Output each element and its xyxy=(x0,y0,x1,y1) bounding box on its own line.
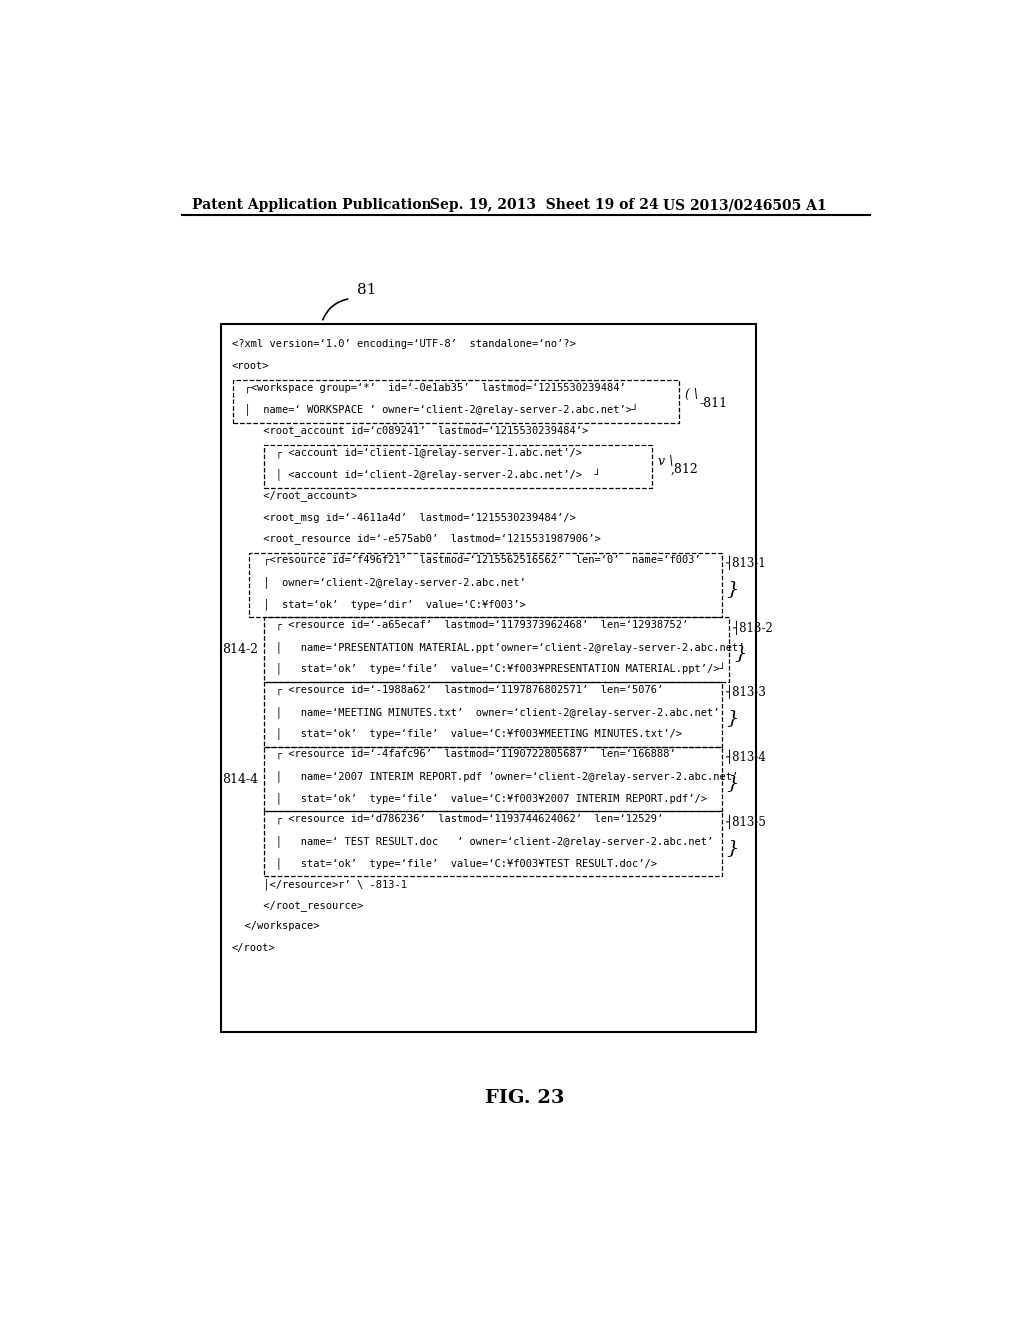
Text: │   stat=‘ok’  type=‘file’  value=‘C:¥f003¥PRESENTATION MATERIAL.ppt’/>┘: │ stat=‘ok’ type=‘file’ value=‘C:¥f003¥P… xyxy=(231,663,726,675)
Text: │ <account id=‘client-2@relay-server-2.abc.net’/>  ┘: │ <account id=‘client-2@relay-server-2.a… xyxy=(231,469,601,480)
Text: ┌<workspace group=‘*’  id=‘-0e1ab35’  lastmod=‘1215530239484’: ┌<workspace group=‘*’ id=‘-0e1ab35’ last… xyxy=(231,383,626,393)
Text: │   name=‘MEETING MINUTES.txt’  owner=‘client-2@relay-server-2.abc.net’: │ name=‘MEETING MINUTES.txt’ owner=‘clie… xyxy=(231,706,719,718)
Bar xyxy=(221,323,756,1032)
Text: 814-2: 814-2 xyxy=(222,643,258,656)
Text: ┌ <account id=‘client-1@relay-server-1.abc.net’/>: ┌ <account id=‘client-1@relay-server-1.a… xyxy=(231,447,582,458)
Text: │   stat=‘ok’  type=‘file’  value=‘C:¥f003¥2007 INTERIM REPORT.pdf’/>: │ stat=‘ok’ type=‘file’ value=‘C:¥f003¥2… xyxy=(231,792,707,804)
Text: <root_account id=‘c089241’  lastmod=‘1215530239484’>: <root_account id=‘c089241’ lastmod=‘1215… xyxy=(231,425,588,437)
Bar xyxy=(233,380,679,424)
Text: │</resource>r’ \ -813-1: │</resource>r’ \ -813-1 xyxy=(231,878,407,890)
Text: ┌ <resource id=‘-1988a62’  lastmod=‘1197876802571’  len=‘5076’: ┌ <resource id=‘-1988a62’ lastmod=‘11978… xyxy=(231,684,664,694)
Text: ┌<resource id=‘f496f21’  lastmod=‘1215562516562’  len=‘0’  name=‘f003’: ┌<resource id=‘f496f21’ lastmod=‘1215562… xyxy=(231,554,700,565)
Text: 814-4: 814-4 xyxy=(222,772,258,785)
Bar xyxy=(264,445,652,488)
Text: │  owner=‘client-2@relay-server-2.abc.net’: │ owner=‘client-2@relay-server-2.abc.net… xyxy=(231,577,525,589)
Text: 81: 81 xyxy=(356,282,376,297)
Text: │  stat=‘ok’  type=‘dir’  value=‘C:¥f003’>: │ stat=‘ok’ type=‘dir’ value=‘C:¥f003’> xyxy=(231,598,525,610)
Text: v \: v \ xyxy=(658,455,674,469)
Text: │   name=‘PRESENTATION MATERIAL.ppt’owner=‘client-2@relay-server-2.abc.net’: │ name=‘PRESENTATION MATERIAL.ppt’owner=… xyxy=(231,642,744,653)
Text: </root_resource>: </root_resource> xyxy=(231,900,364,911)
Text: </root>: </root> xyxy=(231,942,275,953)
Text: ┤813-1: ┤813-1 xyxy=(725,556,766,570)
Text: <root_msg id=‘-4611a4d’  lastmod=‘1215530239484’/>: <root_msg id=‘-4611a4d’ lastmod=‘1215530… xyxy=(231,512,575,523)
Text: ,812: ,812 xyxy=(671,463,698,477)
Text: Patent Application Publication: Patent Application Publication xyxy=(191,198,431,213)
Bar xyxy=(264,682,722,747)
Text: <root_resource id=‘-e575ab0’  lastmod=‘1215531987906’>: <root_resource id=‘-e575ab0’ lastmod=‘12… xyxy=(231,533,601,544)
Text: ┤813-4: ┤813-4 xyxy=(725,750,766,764)
Text: ┌ <resource id=‘d786236’  lastmod=‘1193744624062’  len=‘12529’: ┌ <resource id=‘d786236’ lastmod=‘119374… xyxy=(231,813,664,824)
Text: }: } xyxy=(726,838,738,857)
Text: │   stat=‘ok’  type=‘file’  value=‘C:¥f003¥TEST RESULT.doc’/>: │ stat=‘ok’ type=‘file’ value=‘C:¥f003¥T… xyxy=(231,857,656,869)
Text: </workspace>: </workspace> xyxy=(231,921,319,932)
Text: │   name=‘ TEST RESULT.doc   ’ owner=‘client-2@relay-server-2.abc.net’: │ name=‘ TEST RESULT.doc ’ owner=‘client… xyxy=(231,836,713,847)
Text: }: } xyxy=(726,774,738,792)
Text: ┤813-2: ┤813-2 xyxy=(732,620,773,635)
Text: }: } xyxy=(726,709,738,727)
Text: }: } xyxy=(734,644,746,663)
Text: FIG. 23: FIG. 23 xyxy=(485,1089,564,1106)
Text: ┌ <resource id=‘-a65ecaf’  lastmod=‘1179373962468’  len=‘12938752’: ┌ <resource id=‘-a65ecaf’ lastmod=‘11793… xyxy=(231,619,688,630)
Bar xyxy=(264,747,722,812)
Text: </root_account>: </root_account> xyxy=(231,490,356,502)
Bar xyxy=(264,812,722,876)
Text: }: } xyxy=(726,579,738,598)
Text: ( \: ( \ xyxy=(685,388,698,400)
Bar xyxy=(264,618,729,682)
Text: <?xml version=‘1.0’ encoding=‘UTF-8’  standalone=‘no’?>: <?xml version=‘1.0’ encoding=‘UTF-8’ sta… xyxy=(231,339,575,350)
Text: │  name=‘ WORKSPACE ’ owner=‘client-2@relay-server-2.abc.net’>┘: │ name=‘ WORKSPACE ’ owner=‘client-2@rel… xyxy=(231,404,638,416)
Text: │   name=‘2007 INTERIM REPORT.pdf ’owner=‘client-2@relay-server-2.abc.net’: │ name=‘2007 INTERIM REPORT.pdf ’owner=‘… xyxy=(231,771,738,783)
Bar xyxy=(249,553,722,618)
Text: Sep. 19, 2013  Sheet 19 of 24: Sep. 19, 2013 Sheet 19 of 24 xyxy=(430,198,658,213)
Text: │   stat=‘ok’  type=‘file’  value=‘C:¥f003¥MEETING MINUTES.txt’/>: │ stat=‘ok’ type=‘file’ value=‘C:¥f003¥M… xyxy=(231,727,682,739)
Text: -811: -811 xyxy=(699,397,727,409)
Text: ┤813-5: ┤813-5 xyxy=(725,814,766,829)
Text: US 2013/0246505 A1: US 2013/0246505 A1 xyxy=(663,198,826,213)
Text: ┌ <resource id=‘-4fafc96’  lastmod=‘1190722805687’  len=‘166888’: ┌ <resource id=‘-4fafc96’ lastmod=‘11907… xyxy=(231,748,676,759)
Text: <root>: <root> xyxy=(231,360,269,371)
Text: ┤813-3: ┤813-3 xyxy=(725,685,766,700)
